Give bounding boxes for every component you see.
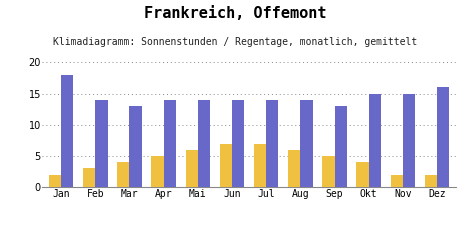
- Text: Klimadiagramm: Sonnenstunden / Regentage, monatlich, gemittelt: Klimadiagramm: Sonnenstunden / Regentage…: [53, 37, 417, 47]
- Bar: [335, 106, 347, 187]
- Bar: [232, 100, 244, 187]
- Bar: [95, 100, 108, 187]
- Bar: [198, 100, 210, 187]
- Bar: [117, 162, 129, 187]
- Bar: [129, 106, 142, 187]
- Bar: [322, 156, 335, 187]
- Text: Copyright (C) 2010 sonnenlaender.de: Copyright (C) 2010 sonnenlaender.de: [141, 225, 329, 234]
- Bar: [369, 94, 381, 187]
- Bar: [49, 175, 61, 187]
- Bar: [83, 168, 95, 187]
- Bar: [356, 162, 369, 187]
- Bar: [164, 100, 176, 187]
- Bar: [391, 175, 403, 187]
- Bar: [425, 175, 437, 187]
- Bar: [288, 150, 300, 187]
- Bar: [403, 94, 415, 187]
- Bar: [266, 100, 279, 187]
- Text: Frankreich, Offemont: Frankreich, Offemont: [144, 6, 326, 21]
- Bar: [437, 87, 449, 187]
- Bar: [61, 75, 73, 187]
- Bar: [254, 144, 266, 187]
- Bar: [300, 100, 313, 187]
- Bar: [151, 156, 164, 187]
- Bar: [219, 144, 232, 187]
- Bar: [186, 150, 198, 187]
